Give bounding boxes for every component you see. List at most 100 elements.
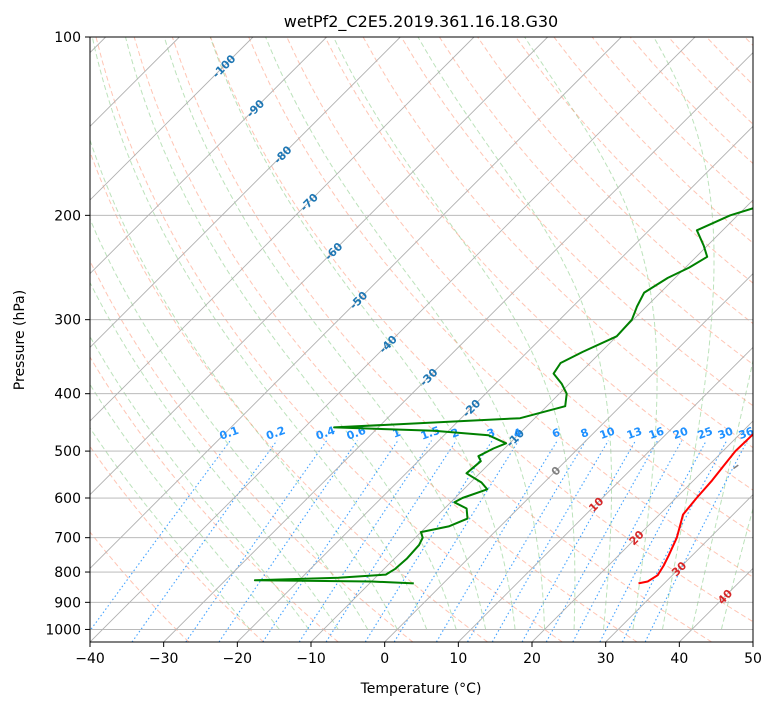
mixing-ratio-line (185, 440, 328, 642)
isotherm-grid-line (90, 37, 475, 422)
temperature-profile-line (638, 433, 753, 585)
moist-adiabat-line (691, 358, 753, 630)
mixing-ratio-line (572, 440, 683, 642)
x-tick-label: 10 (449, 651, 467, 667)
x-tick-label: −30 (149, 651, 179, 667)
mixing-ratio-label: 6 (550, 426, 562, 441)
dry-adiabat-line (438, 37, 753, 366)
mixing-ratio-labels: 0.1 0.2 0.4 0.6 1 1.5 2 3 4 6 8 10 13 16 20 25 30 36 (218, 424, 753, 443)
plot-frame (89, 36, 754, 643)
mixing-ratio-line (364, 440, 493, 642)
moist-adiabat-line (209, 37, 516, 630)
mixing-ratio-line (325, 440, 457, 642)
x-tick-label: 0 (380, 651, 389, 667)
mixing-ratio-label: 13 (625, 425, 644, 442)
mixing-ratio-line (491, 440, 609, 642)
y-axis-ticks: 100 200 300 400 500 600 700 800 900 1000 (45, 30, 90, 638)
plot-background (90, 37, 753, 642)
isotherm-grid-line (605, 494, 753, 642)
dry-adiabat-line (90, 150, 488, 642)
isotherm-grid-line (90, 37, 548, 496)
dry-adiabat-line (90, 356, 339, 642)
y-tick-label: 300 (54, 313, 81, 329)
isotherm-grid-line (458, 346, 753, 642)
y-axis-label: Pressure (hPa) (12, 290, 28, 390)
dry-adiabat-line (400, 37, 753, 407)
dry-adiabat-line (95, 37, 563, 642)
mixing-ratio-line (131, 440, 278, 642)
mixing-ratio-line (545, 440, 659, 642)
x-axis-ticks: −40 −30 −20 −10 0 10 20 30 40 50 (75, 642, 762, 667)
x-tick-label: 40 (670, 651, 688, 667)
dry-adiabat-line (171, 37, 712, 642)
moist-adiabat-line (524, 37, 658, 630)
dewpoint-profile-line (253, 207, 753, 585)
x-tick-label: 30 (597, 651, 615, 667)
moist-adiabat-line (90, 217, 369, 630)
dry-adiabat-line (133, 37, 638, 642)
moist-adiabat-line (125, 37, 457, 630)
mixing-ratio-line (90, 440, 231, 632)
isotherm-grid-line (90, 37, 622, 569)
mixing-ratio-label: 10 (598, 424, 617, 442)
x-tick-label: −20 (223, 651, 253, 667)
isotherm-grid-line (237, 125, 753, 642)
mixing-ratio-label: 1 (391, 426, 403, 441)
sounding-series (253, 207, 753, 585)
y-tick-label: 100 (54, 30, 81, 46)
x-tick-label: 50 (744, 651, 762, 667)
chart-title: wetPf2_C2E5.2019.361.16.18.G30 (284, 12, 558, 32)
mixing-ratio-label: 20 (671, 424, 690, 442)
moist-adiabat-line (90, 138, 398, 630)
mixing-ratio-line (521, 440, 637, 642)
x-tick-label: −40 (75, 651, 105, 667)
dry-adiabat-line (90, 445, 264, 642)
isotherm-grid-line (310, 199, 753, 642)
isotherm-grid-line (90, 37, 327, 275)
y-tick-label: 500 (54, 444, 81, 460)
mixing-ratio-label: 1.5 (419, 424, 442, 443)
moist-adiabat-line (417, 37, 612, 630)
isotherm-grid-line (384, 273, 753, 642)
mixing-ratio-label: 0.1 (218, 424, 241, 443)
y-tick-label: 800 (54, 565, 81, 581)
mixing-ratio-line (298, 440, 432, 642)
dry-adiabat-line (248, 37, 753, 578)
isotherm-grid-line (90, 37, 254, 201)
isotherm-grid-line (163, 52, 753, 642)
dry-adiabat-line (324, 37, 753, 491)
x-tick-label: −10 (296, 651, 326, 667)
x-axis-label: Temperature (°C) (360, 681, 482, 697)
y-tick-label: 1000 (45, 622, 81, 638)
moist-adiabat-line (653, 37, 715, 630)
dry-adiabat-line (90, 531, 190, 642)
mixing-ratio-label: 16 (647, 424, 666, 442)
x-tick-label: 20 (523, 651, 541, 667)
mixing-ratio-line (467, 440, 587, 642)
isotherm-grid-line (90, 37, 401, 348)
mixing-ratio-label: 30 (716, 424, 735, 442)
mixing-ratio-label: 4 (512, 426, 524, 441)
moist-adiabat-line (90, 281, 339, 630)
isotherm-grid-line (531, 420, 753, 642)
isotherm-grid-line (90, 37, 696, 642)
mixing-ratio-line (644, 440, 748, 642)
dry-adiabat-line (210, 37, 753, 623)
parcel-profile-line (733, 464, 739, 470)
y-tick-label: 600 (54, 491, 81, 507)
dry-adiabat-line (515, 37, 753, 284)
mixing-ratio-line (435, 440, 558, 642)
mixing-ratio-label: 8 (579, 426, 591, 441)
mixing-ratio-label: 3 (485, 426, 497, 441)
moist-adiabat-line (265, 37, 546, 630)
moist-adiabat-line (91, 37, 428, 630)
moist-adiabat-line (163, 37, 487, 630)
mixing-ratio-label: 0.2 (264, 424, 287, 443)
y-tick-label: 700 (54, 531, 81, 547)
y-tick-label: 900 (54, 595, 81, 611)
moist-adiabat-line (720, 506, 753, 630)
mixing-ratio-line (262, 440, 399, 642)
y-tick-label: 200 (54, 208, 81, 224)
grid-lines (90, 37, 753, 642)
